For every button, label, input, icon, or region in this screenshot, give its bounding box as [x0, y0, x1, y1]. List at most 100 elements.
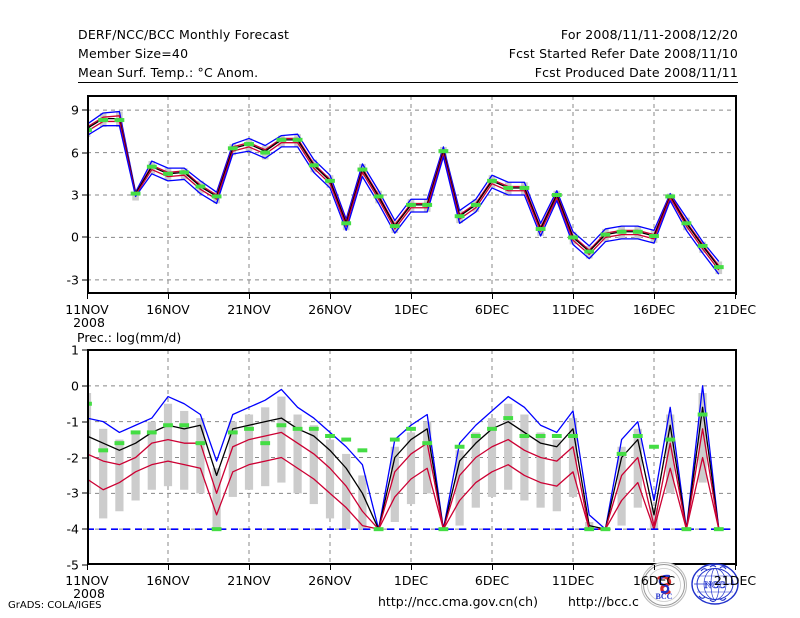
- spread-bar: [423, 421, 432, 494]
- observation-marker: [568, 235, 578, 240]
- precipitation-xtick-label: 21DEC: [713, 573, 757, 588]
- spread-bar: [131, 432, 140, 501]
- temperature-xtick-mark: [330, 294, 331, 299]
- footer-url-ncc[interactable]: http://ncc.cma.gov.cn(ch): [378, 594, 538, 609]
- footer-url-bcc[interactable]: http://bcc.c: [568, 594, 639, 609]
- observation-marker: [114, 118, 125, 123]
- temperature-xtick-label: 6DEC: [474, 302, 510, 317]
- spread-bar: [666, 414, 675, 494]
- observation-marker: [454, 444, 465, 449]
- precipitation-ytick-mark: [82, 349, 87, 351]
- svg-text:NCC: NCC: [705, 581, 726, 591]
- temperature-ytick-mark: [82, 194, 87, 196]
- observation-marker: [146, 430, 157, 435]
- series-ensemble-max: [87, 110, 720, 262]
- precipitation-axis-frame: [87, 350, 735, 565]
- series-observation: [87, 401, 724, 532]
- temperature-ytick-label: 0: [71, 229, 79, 245]
- precipitation-xtick-sublabel: 2008: [73, 586, 105, 601]
- grid-vertical: [87, 96, 655, 294]
- observation-marker: [195, 441, 206, 446]
- observation-marker: [292, 137, 303, 142]
- precipitation-ytick-label: 0: [71, 378, 79, 394]
- ncc-logo-icon: NCC: [691, 563, 739, 605]
- spread-bar: [212, 468, 221, 530]
- spread-bar: [99, 428, 108, 519]
- series-ensemble-min: [87, 456, 720, 530]
- spread-bar: [504, 403, 513, 490]
- observation-marker: [98, 448, 109, 453]
- precipitation-xtick-mark: [168, 565, 169, 570]
- precipitation-ytick-mark: [82, 564, 87, 566]
- header-title: DERF/NCC/BCC Monthly Forecast: [78, 27, 290, 42]
- observation-marker: [276, 137, 287, 142]
- observation-marker: [632, 229, 643, 234]
- precipitation-xtick-label: 11DEC: [551, 573, 595, 588]
- spread-bar: [390, 446, 399, 522]
- spread-bar: [633, 428, 642, 508]
- observation-marker: [697, 243, 708, 248]
- temperature-xtick-mark: [573, 294, 574, 299]
- observation-marker: [406, 202, 416, 207]
- observation-marker: [470, 202, 481, 207]
- temperature-ytick-mark: [82, 152, 87, 154]
- observation-marker: [357, 448, 368, 453]
- temperature-xtick-mark: [654, 294, 655, 299]
- observation-marker: [244, 142, 254, 147]
- ensemble-spread-bars: [87, 393, 707, 530]
- observation-marker: [487, 426, 497, 431]
- spread-bar: [309, 425, 318, 505]
- temperature-right-rail: [735, 95, 737, 295]
- observation-marker: [438, 149, 449, 154]
- observation-marker: [389, 224, 400, 229]
- temperature-xtick-mark: [411, 294, 412, 299]
- header-member-size: Member Size=40: [78, 46, 189, 61]
- observation-marker: [373, 527, 384, 532]
- spread-bar: [180, 410, 189, 490]
- observation-marker: [632, 434, 643, 438]
- spread-bar: [471, 432, 480, 508]
- series-ensemble-q3: [87, 115, 720, 267]
- observation-marker: [163, 423, 173, 428]
- precipitation-xtick-label: 6DEC: [474, 573, 510, 588]
- observation-marker: [584, 527, 595, 532]
- temperature-xtick-sublabel: 2008: [73, 315, 105, 330]
- observation-marker: [551, 434, 562, 438]
- precipitation-xtick-mark: [492, 565, 493, 570]
- temperature-ytick-label: 6: [71, 145, 79, 161]
- temperature-ytick-label: 9: [71, 102, 79, 118]
- observation-marker: [422, 441, 433, 446]
- spread-bar: [244, 414, 254, 490]
- precipitation-ytick-label: 1: [71, 342, 79, 358]
- precipitation-axis-title: Prec.: log(mm/d): [77, 330, 182, 345]
- precipitation-xtick-label: 16DEC: [632, 573, 676, 588]
- temperature-ytick-mark: [82, 109, 87, 111]
- spread-bar: [552, 439, 561, 512]
- precipitation-xtick-label: 16NOV: [146, 573, 190, 588]
- temperature-xtick-label: 1DEC: [393, 302, 429, 317]
- observation-marker: [487, 178, 497, 183]
- observation-marker: [681, 221, 692, 226]
- observation-marker: [179, 423, 190, 428]
- observation-marker: [195, 184, 206, 189]
- observation-marker: [325, 178, 335, 183]
- precipitation-xtick-mark: [249, 565, 250, 570]
- header-divider: [78, 82, 738, 83]
- header-forecast-period: For 2008/11/11-2008/12/20: [560, 27, 738, 42]
- observation-marker: [227, 430, 238, 435]
- precipitation-ytick-mark: [82, 421, 87, 423]
- spread-bar: [487, 418, 497, 497]
- observation-marker: [87, 401, 92, 406]
- observation-marker: [697, 412, 708, 417]
- spread-bar: [325, 439, 335, 519]
- observation-marker: [389, 437, 400, 442]
- precipitation-ytick-mark: [82, 492, 87, 494]
- spread-bar: [649, 507, 659, 530]
- precipitation-ytick-label: -3: [66, 485, 79, 501]
- grads-credit: GrADS: COLA/IGES: [8, 600, 102, 611]
- spread-bar: [568, 418, 578, 497]
- observation-marker: [713, 265, 724, 270]
- observation-marker: [98, 118, 109, 123]
- observation-marker: [146, 164, 157, 169]
